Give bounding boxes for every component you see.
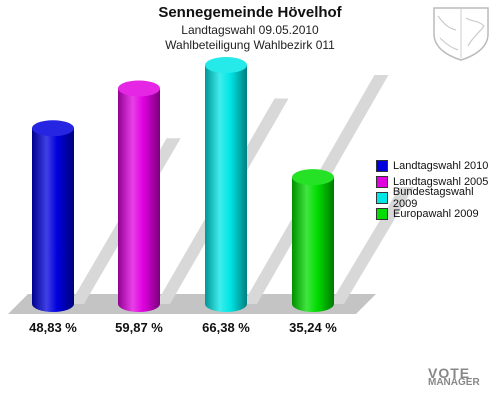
coat-of-arms-icon xyxy=(433,7,489,61)
bars xyxy=(32,57,334,312)
legend-swatch-1 xyxy=(376,160,388,172)
vote-manager-logo: VOTE MANAGER xyxy=(428,365,500,398)
chart-title: Sennegemeinde Hövelhof xyxy=(158,4,342,21)
legend-label-1: Landtagswahl 2010 xyxy=(393,160,489,172)
legend-swatch-3 xyxy=(376,192,388,204)
legend-item-2: Landtagswahl 2005 xyxy=(376,174,500,190)
legend: Landtagswahl 2010 Landtagswahl 2005 Bund… xyxy=(376,158,500,222)
bar-1 xyxy=(32,128,74,312)
chart-subtitle-election: Landtagswahl 09.05.2010 xyxy=(181,23,319,37)
legend-label-2: Landtagswahl 2005 xyxy=(393,176,489,188)
value-label-3: 66,38 % xyxy=(202,320,250,335)
bar-top-2 xyxy=(118,80,160,97)
legend-item-3: Bundestagswahl 2009 xyxy=(376,186,500,210)
chart-floor xyxy=(8,294,376,314)
bar-4 xyxy=(292,177,334,312)
chart-subtitle-district: Wahlbeteiligung Wahlbezirk 011 xyxy=(165,38,335,52)
bar-3 xyxy=(205,65,247,312)
bar-shadow-4 xyxy=(330,187,414,304)
bar-top-4 xyxy=(292,169,334,186)
legend-item-1: Landtagswahl 2010 xyxy=(376,158,500,174)
legend-swatch-2 xyxy=(376,176,388,188)
legend-item-4: Europawahl 2009 xyxy=(376,206,500,222)
logo-line-manager: MANAGER xyxy=(428,377,480,388)
legend-swatch-4 xyxy=(376,208,388,220)
bar-top-1 xyxy=(32,120,74,137)
legend-label-3: Bundestagswahl 2009 xyxy=(392,186,474,210)
logo-line-vote: VOTE xyxy=(428,365,471,381)
value-label-2: 59,87 % xyxy=(115,320,163,335)
legend-label-4: Europawahl 2009 xyxy=(393,208,479,220)
bar-top-3 xyxy=(205,57,247,74)
value-label-4: 35,24 % xyxy=(289,320,337,335)
value-label-1: 48,83 % xyxy=(29,320,77,335)
bar-2 xyxy=(118,88,160,312)
